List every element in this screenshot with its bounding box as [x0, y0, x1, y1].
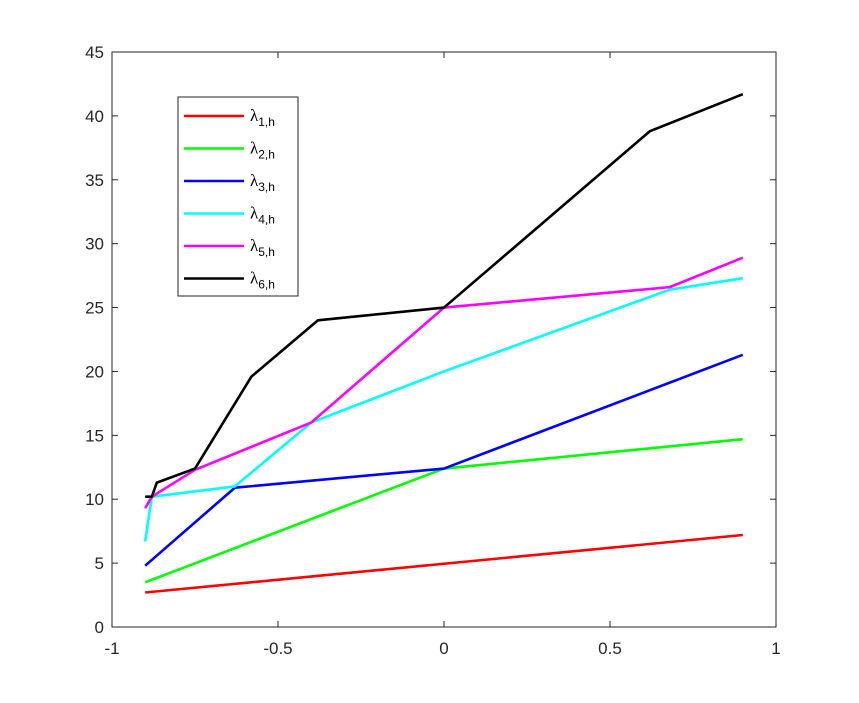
x-tick-label: -1 [104, 639, 119, 658]
x-tick-label: -0.5 [263, 639, 292, 658]
x-tick-label: 1 [771, 639, 780, 658]
legend-label-3: λ3,h [250, 171, 275, 194]
legend-box [177, 96, 299, 297]
x-tick-label: 0.5 [598, 639, 622, 658]
legend-label-5: λ5,h [250, 236, 275, 259]
y-tick-label: 20 [85, 362, 104, 381]
series-line-3 [144, 353, 744, 567]
y-tick-label: 35 [85, 171, 104, 190]
y-tick-label: 10 [85, 490, 104, 509]
legend: λ1,h λ2,h λ3,h λ4,h λ5,h λ6,h [177, 96, 299, 297]
y-tick-label: 40 [85, 107, 104, 126]
x-tick-label: 0 [439, 639, 448, 658]
y-tick-label: 15 [85, 426, 104, 445]
series-layer [143, 92, 744, 594]
y-tick-label: 5 [95, 554, 104, 573]
series-line-6 [145, 92, 744, 498]
legend-label-4: λ4,h [250, 204, 275, 227]
legend-label-2: λ2,h [250, 139, 275, 162]
legend-label-1: λ1,h [250, 106, 275, 129]
legend-label-6: λ6,h [250, 269, 275, 292]
series-line-1 [145, 533, 743, 594]
y-tick-label: 25 [85, 299, 104, 318]
y-tick-label: 45 [85, 43, 104, 62]
y-tick-label: 30 [85, 235, 104, 254]
y-tick-label: 0 [95, 618, 104, 637]
